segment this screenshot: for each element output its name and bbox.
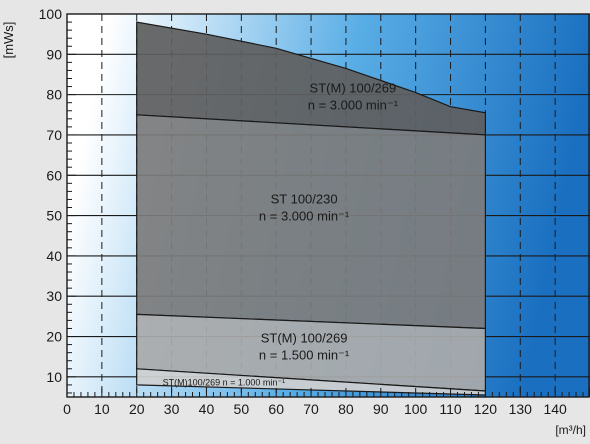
y-tick-label: 90 bbox=[46, 46, 62, 62]
y-tick-label: 40 bbox=[46, 248, 62, 264]
x-tick-label: 50 bbox=[234, 401, 250, 417]
y-tick-label: 30 bbox=[46, 288, 62, 304]
x-tick-label: 140 bbox=[543, 401, 567, 417]
region-label-speed: n = 3.000 min⁻¹ bbox=[259, 208, 350, 223]
x-tick-label: 100 bbox=[404, 401, 428, 417]
y-tick-label: 10 bbox=[46, 369, 62, 385]
region-label-name: ST 100/230 bbox=[271, 191, 338, 206]
y-tick-label: 50 bbox=[46, 208, 62, 224]
region-label-speed: n = 1.500 min⁻¹ bbox=[259, 348, 350, 363]
x-tick-label: 90 bbox=[373, 401, 389, 417]
y-tick-label: 60 bbox=[46, 167, 62, 183]
x-tick-label: 30 bbox=[164, 401, 180, 417]
x-tick-label: 130 bbox=[509, 401, 533, 417]
x-tick-label: 110 bbox=[439, 401, 462, 417]
plot-frame bbox=[66, 13, 590, 398]
x-tick-label: 70 bbox=[303, 401, 319, 417]
y-tick-label: 80 bbox=[46, 87, 62, 103]
region-label-name: ST(M) 100/269 bbox=[310, 81, 397, 96]
x-tick-label: 0 bbox=[63, 401, 71, 417]
x-tick-label: 40 bbox=[199, 401, 215, 417]
x-tick-label: 120 bbox=[474, 401, 498, 417]
region-labels: ST(M) 100/269 n = 3.000 min⁻¹ ST 100/230 n … bbox=[163, 81, 399, 388]
x-tick-label: 80 bbox=[338, 401, 354, 417]
regions bbox=[136, 21, 486, 396]
axes: 0 10 20 30 40 50 60 70 80 90 100 110 120 130 140102030… bbox=[39, 6, 590, 417]
x-tick-label: 60 bbox=[268, 401, 284, 417]
x-axis-label: [m³/h] bbox=[555, 423, 586, 437]
y-tick-label: 20 bbox=[46, 329, 62, 345]
x-tick-label: 20 bbox=[129, 401, 145, 417]
region-label-name: ST(M) 100/269 bbox=[261, 331, 348, 346]
x-tick-label: 10 bbox=[94, 401, 110, 417]
region-label-speed: n = 3.000 min⁻¹ bbox=[308, 98, 399, 113]
y-tick-label: 100 bbox=[39, 6, 63, 22]
region-label-name: ST(M)100/269 n = 1.000 min⁻¹ bbox=[163, 377, 286, 387]
y-tick-label: 70 bbox=[46, 127, 62, 143]
y-axis-label: [mWs] bbox=[1, 22, 16, 59]
